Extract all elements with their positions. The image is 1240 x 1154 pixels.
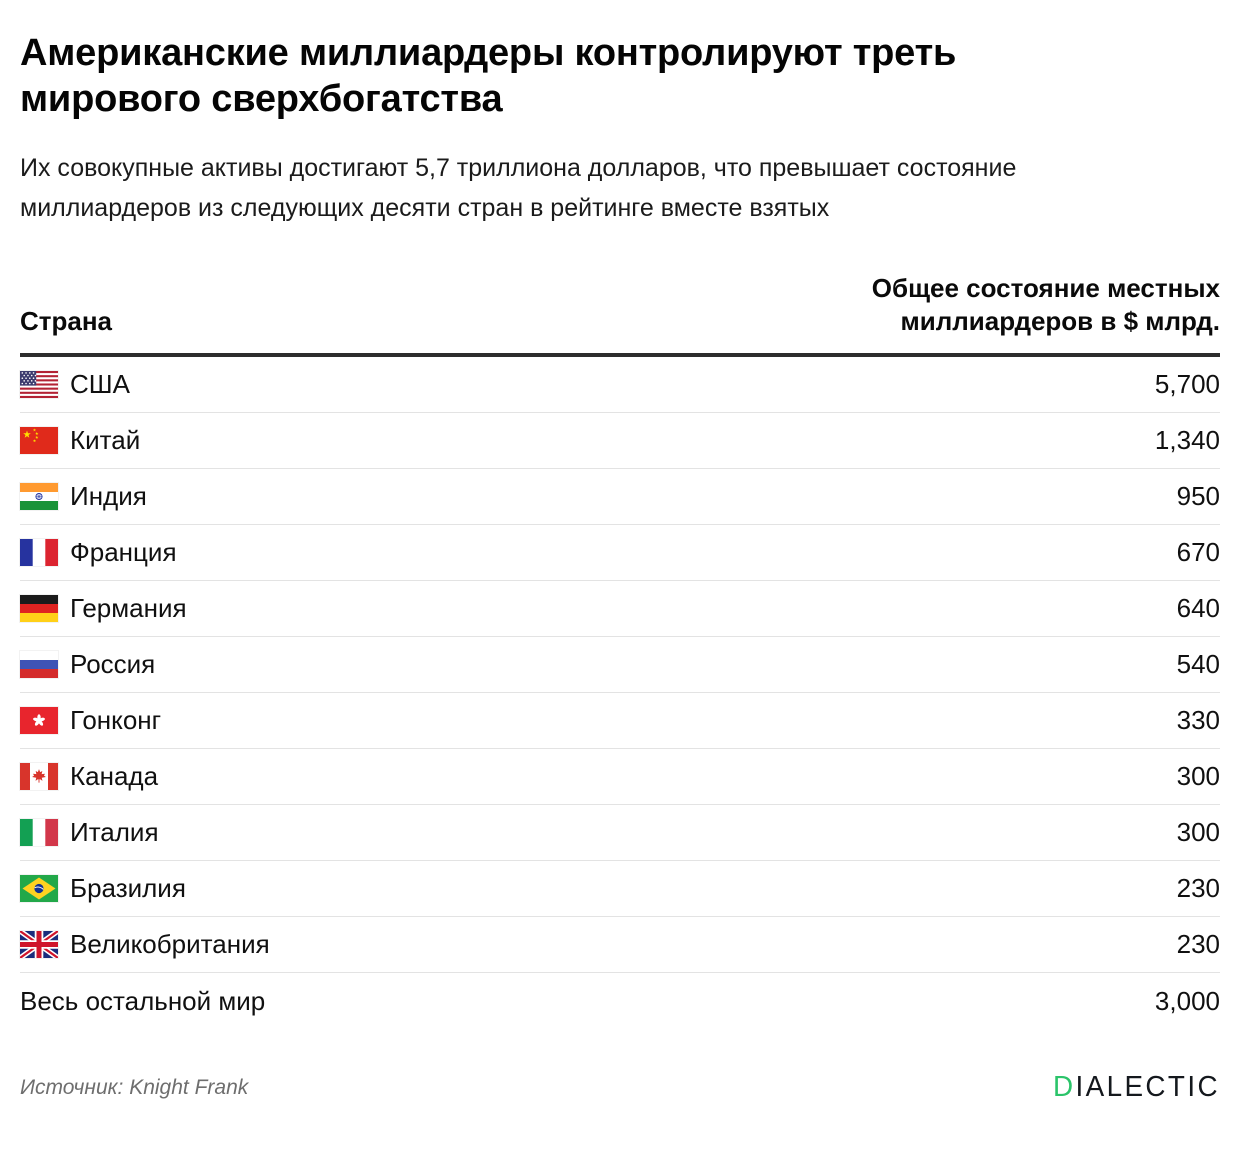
country-name: Весь остальной мир	[20, 985, 266, 1016]
table-row: Великобритания 230	[20, 917, 1220, 973]
brazil-flag-icon	[20, 875, 58, 902]
usa-flag-icon	[20, 371, 58, 398]
table-row: Гонконг 330	[20, 693, 1220, 749]
country-value: 540	[1176, 649, 1220, 679]
country-name: Канада	[70, 761, 159, 791]
country-value: 640	[1176, 593, 1220, 623]
france-flag-icon	[20, 539, 58, 566]
country-name: Великобритания	[70, 929, 270, 959]
germany-flag-icon	[20, 595, 58, 622]
country-value: 670	[1176, 537, 1220, 567]
country-value: 230	[1176, 873, 1220, 903]
uk-flag-icon	[20, 931, 58, 958]
country-name: Италия	[70, 817, 159, 847]
table-row: Франция 670	[20, 525, 1220, 581]
country-value: 1,340	[1154, 425, 1220, 455]
canada-flag-icon	[20, 763, 58, 790]
country-value: 5,700	[1154, 369, 1220, 399]
country-name: Китай	[70, 425, 141, 455]
source-note: Источник: Knight Frank	[20, 1075, 249, 1099]
table-row: Китай 1,340	[20, 413, 1220, 469]
country-name: Гонконг	[70, 705, 162, 735]
dialectic-logo: DIALECTIC	[1053, 1071, 1220, 1104]
country-name: Германия	[70, 593, 187, 623]
country-name: Франция	[70, 537, 177, 567]
footer: Источник: Knight Frank DIALECTIC	[20, 1071, 1220, 1104]
table-row: Весь остальной мир 3,000	[20, 973, 1220, 1029]
country-name: Бразилия	[70, 873, 186, 903]
header-rule	[20, 353, 1220, 357]
table-row: Германия 640	[20, 581, 1220, 637]
country-value: 3,000	[1154, 985, 1220, 1016]
table-row: Россия 540	[20, 637, 1220, 693]
india-flag-icon	[20, 483, 58, 510]
country-name: Индия	[70, 481, 147, 511]
hongkong-flag-icon	[20, 707, 58, 734]
china-flag-icon	[20, 427, 58, 454]
table-row: США 5,700	[20, 357, 1220, 413]
country-value: 300	[1176, 817, 1220, 847]
italy-flag-icon	[20, 819, 58, 846]
country-value: 300	[1176, 761, 1220, 791]
russia-flag-icon	[20, 651, 58, 678]
table-row: Канада 300	[20, 749, 1220, 805]
page-subtitle: Их совокупные активы достигают 5,7 трилл…	[20, 154, 1017, 222]
logo-letter-d: D	[1052, 1071, 1076, 1103]
country-table: США 5,700 Китай 1,340 Индия 950 Франция 670 Герм…	[20, 357, 1220, 1029]
column-header-value-line2: миллиардеров в $ млрд.	[900, 306, 1220, 336]
table-row: Индия 950	[20, 469, 1220, 525]
country-value: 230	[1176, 929, 1220, 959]
table-row: Бразилия 230	[20, 861, 1220, 917]
country-name: США	[70, 369, 130, 399]
column-header-value: Общее состояние местных миллиардеров в $…	[872, 272, 1220, 338]
country-value: 330	[1176, 705, 1220, 735]
table-row: Италия 300	[20, 805, 1220, 861]
country-name: Россия	[70, 649, 156, 679]
column-header-value-line1: Общее состояние местных	[871, 273, 1220, 303]
table-header-row: Страна Общее состояние местных миллиарде…	[20, 272, 1220, 338]
logo-text: IALECTIC	[1075, 1071, 1220, 1103]
country-value: 950	[1176, 481, 1220, 511]
column-header-country: Страна	[20, 306, 113, 336]
page-title: Американские миллиардеры контролируют тр…	[20, 32, 957, 120]
